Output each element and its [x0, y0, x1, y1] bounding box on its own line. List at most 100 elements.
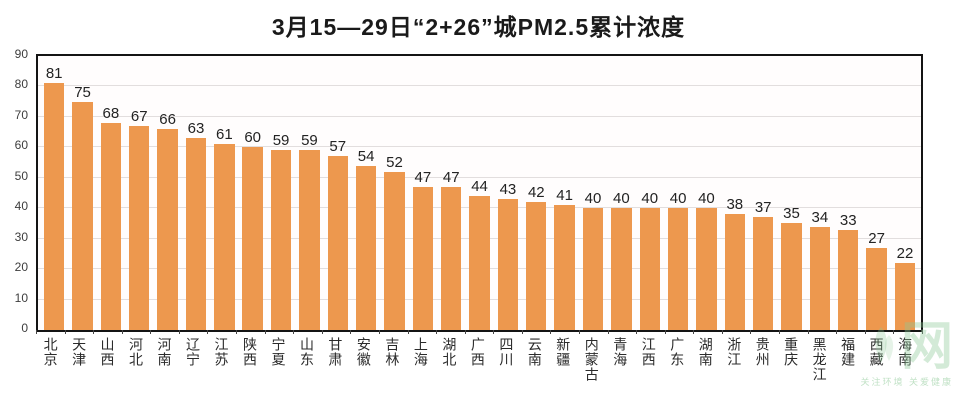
- bar-slot: 67: [125, 56, 153, 330]
- x-axis-tickmark: [293, 330, 295, 334]
- bar-slot: 47: [409, 56, 437, 330]
- bar: [696, 208, 717, 330]
- bar: [214, 144, 235, 330]
- x-tick-label: 江西: [640, 337, 657, 367]
- bar: [384, 171, 405, 330]
- x-tick-label: 云南: [526, 337, 543, 367]
- bar-value-label: 47: [414, 168, 432, 186]
- bar-slot: 66: [153, 56, 181, 330]
- bar: [129, 126, 150, 330]
- gridline: [38, 176, 921, 178]
- x-axis-tickmark: [350, 330, 352, 334]
- bar-value-label: 81: [45, 65, 63, 83]
- x-axis-tickmark: [607, 330, 609, 334]
- bar-value-label: 40: [698, 190, 715, 208]
- bar: [639, 208, 660, 330]
- x-axis-tickmark: [493, 330, 495, 334]
- bar-value-label: 44: [471, 178, 488, 196]
- x-axis-tickmark: [264, 330, 266, 334]
- x-tick-label: 浙江: [726, 337, 743, 367]
- bar-value-label: 67: [130, 108, 148, 126]
- x-axis-tickmark: [779, 330, 781, 334]
- bars-container: 81 75 68 67 66 63 61 60 59 59 57 54 52 47 47 44 43 42 41 40…: [38, 56, 921, 330]
- bar: [270, 150, 292, 330]
- x-tick-label: 黑龙江: [811, 337, 828, 382]
- y-tick-label: 30: [14, 229, 28, 244]
- bar-slot: 59: [295, 56, 323, 330]
- x-axis-tickmark: [150, 330, 152, 334]
- x-axis-tickmark: [807, 330, 809, 334]
- x-axis-tickmark: [121, 330, 123, 334]
- bar-value-label: 42: [527, 184, 545, 202]
- x-tick-label: 甘肃: [327, 337, 344, 367]
- bar-slot: 61: [210, 56, 238, 330]
- bar: [526, 202, 547, 330]
- x-axis-tickmark: [236, 330, 238, 334]
- x-tick-label: 山东: [298, 337, 315, 367]
- bar-value-label: 59: [301, 132, 318, 150]
- bar: [355, 165, 377, 330]
- bar-slot: 75: [68, 56, 96, 330]
- x-tick-label: 西藏: [868, 337, 885, 367]
- bar-value-label: 68: [102, 104, 120, 122]
- bar-slot: 34: [806, 56, 834, 330]
- bar-value-label: 37: [754, 199, 772, 217]
- x-tick-label: 内蒙古: [583, 337, 600, 382]
- bar: [724, 214, 745, 330]
- x-tick-label: 青海: [612, 337, 629, 367]
- x-axis-tickmark: [178, 330, 180, 334]
- x-tick-label: 河北: [128, 337, 145, 367]
- bar-slot: 63: [182, 56, 210, 330]
- bar-slot: 44: [465, 56, 493, 330]
- x-axis-tickmark: [321, 330, 323, 334]
- x-axis-tickmark: [550, 330, 552, 334]
- x-tick-label: 广西: [469, 337, 486, 367]
- x-tick-label: 吉林: [384, 337, 401, 367]
- bar: [242, 147, 263, 330]
- x-tick-label: 宁夏: [270, 337, 287, 367]
- x-axis-tickmark: [407, 330, 409, 334]
- bar: [412, 186, 434, 330]
- bar-value-label: 40: [669, 190, 687, 208]
- bar: [554, 205, 575, 330]
- bar-value-label: 57: [329, 138, 347, 156]
- bar-slot: 40: [607, 56, 635, 330]
- bar: [781, 223, 802, 330]
- gridline: [38, 146, 921, 148]
- x-tick-label: 重庆: [783, 337, 800, 367]
- bar-value-label: 40: [584, 190, 602, 208]
- bar: [299, 150, 320, 330]
- y-tick-label: 60: [14, 138, 28, 153]
- bar: [582, 208, 604, 330]
- x-tick-label: 安徽: [355, 337, 372, 367]
- y-axis-labels: 0 10 20 30 40 50 60 70 80 90: [0, 48, 32, 334]
- bar-slot: 52: [380, 56, 408, 330]
- bar-value-label: 66: [159, 111, 176, 129]
- bar: [752, 217, 774, 330]
- bar-value-label: 54: [357, 147, 375, 165]
- x-axis-tickmark: [378, 330, 380, 334]
- bar-value-label: 27: [868, 229, 885, 247]
- x-tick-label: 新疆: [555, 337, 572, 367]
- gridline: [38, 115, 921, 117]
- x-tick-label: 山西: [99, 337, 116, 367]
- x-tick-label: 江苏: [213, 337, 230, 367]
- bar-value-label: 38: [726, 196, 744, 214]
- x-axis-tickmark: [664, 330, 666, 334]
- bar-value-label: 33: [839, 211, 857, 229]
- x-axis-tickmark: [436, 330, 438, 334]
- bar-slot: 38: [721, 56, 749, 330]
- x-axis-tickmark: [750, 330, 752, 334]
- bar-slot: 60: [239, 56, 267, 330]
- x-axis-tickmark: [864, 330, 866, 334]
- x-axis-tickmark: [693, 330, 695, 334]
- bar: [72, 101, 93, 330]
- bar: [43, 83, 65, 330]
- bar-value-label: 43: [499, 181, 517, 199]
- bar-value-label: 41: [556, 187, 573, 205]
- bar-value-label: 22: [896, 245, 914, 263]
- y-tick-label: 20: [14, 260, 28, 275]
- y-tick-label: 10: [14, 290, 28, 305]
- bar: [327, 156, 348, 330]
